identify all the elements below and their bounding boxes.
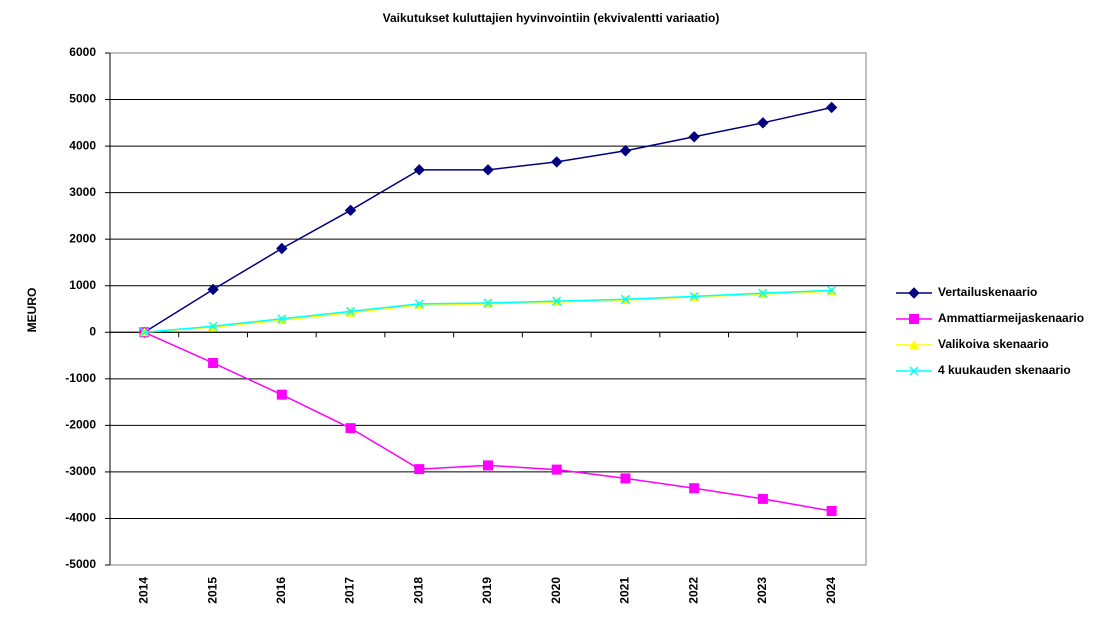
point	[208, 321, 218, 331]
x-tick-label: 2018	[411, 577, 425, 604]
y-tick-label: -4000	[65, 511, 96, 525]
point	[344, 204, 357, 217]
point	[207, 283, 219, 296]
x-tick-label: 2016	[274, 577, 288, 604]
y-axis-label: MEURO	[25, 288, 39, 333]
point	[483, 298, 493, 308]
point	[827, 285, 837, 295]
point	[483, 460, 493, 471]
point	[414, 299, 424, 309]
point	[139, 327, 149, 337]
point	[825, 101, 838, 114]
x-tick-label: 2014	[137, 577, 151, 604]
point	[619, 145, 632, 157]
x-tick-label: 2020	[549, 577, 563, 604]
y-tick-label: 3000	[69, 185, 96, 199]
series-line	[143, 106, 832, 333]
plot-border	[109, 52, 867, 566]
chart-title: Vaikutukset kuluttajien hyvinvointiin (e…	[383, 11, 720, 25]
point	[689, 483, 700, 494]
point	[688, 131, 700, 143]
point	[346, 306, 356, 316]
y-tick-label: 5000	[69, 92, 96, 106]
legend-marker	[908, 287, 920, 299]
legend-marker	[909, 314, 919, 324]
point	[551, 156, 563, 168]
x-tick-label: 2017	[343, 577, 357, 604]
point	[208, 357, 219, 368]
x-tick-label: 2021	[618, 577, 632, 604]
point	[551, 464, 562, 475]
y-tick-label: 4000	[69, 138, 96, 152]
x-tick-label: 2023	[755, 577, 769, 604]
point	[552, 296, 562, 306]
series-line	[144, 290, 832, 334]
y-tick-label: -5000	[65, 557, 96, 571]
point	[757, 493, 768, 504]
legend-marker	[909, 366, 919, 376]
y-tick-label: 6000	[69, 45, 96, 59]
legend-marker	[909, 340, 919, 349]
point	[620, 473, 631, 484]
point	[826, 506, 837, 517]
x-tick-label: 2015	[205, 577, 219, 604]
legend-label: Vertailuskenaario	[938, 285, 1037, 299]
point	[758, 288, 768, 298]
y-tick-label: 0	[89, 324, 96, 338]
y-tick-label: -3000	[65, 464, 96, 478]
legend-label: Valikoiva skenaario	[938, 337, 1049, 351]
point	[620, 294, 630, 304]
point	[413, 164, 425, 176]
x-tick-label: 2022	[686, 577, 700, 604]
point	[277, 314, 287, 324]
y-tick-label: -2000	[65, 418, 96, 432]
series-line	[144, 289, 832, 334]
y-tick-label: -1000	[65, 371, 96, 385]
x-tick-label: 2019	[480, 577, 494, 604]
legend-label: 4 kuukauden skenaario	[938, 363, 1071, 377]
point	[757, 117, 769, 129]
point	[276, 242, 288, 255]
point	[276, 389, 287, 400]
point	[345, 423, 356, 434]
x-tick-label: 2024	[824, 577, 838, 604]
series-line	[144, 331, 832, 512]
point	[482, 164, 494, 176]
y-tick-label: 1000	[69, 278, 96, 292]
point	[689, 291, 699, 301]
legend-label: Ammattiarmeijaskenaario	[938, 311, 1084, 325]
point	[414, 464, 425, 475]
y-tick-label: 2000	[69, 231, 96, 245]
